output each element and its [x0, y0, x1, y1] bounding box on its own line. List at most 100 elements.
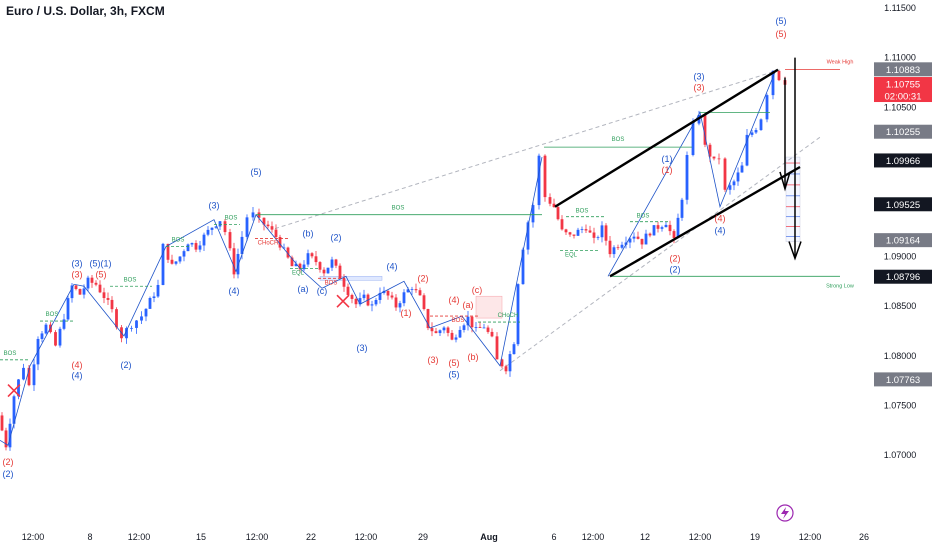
- wave-label: (c): [472, 285, 483, 295]
- wave-label: (5): [251, 167, 262, 177]
- candle-body: [548, 197, 552, 204]
- price-tag: [874, 197, 932, 212]
- wave-label: (4): [72, 371, 83, 381]
- liquidity-x-marker: [7, 384, 21, 398]
- candle-body: [198, 245, 202, 250]
- lightning-icon: [776, 504, 794, 522]
- candle-body: [438, 330, 442, 334]
- y-tick-label: 1.10500: [884, 102, 917, 112]
- wave-label: (3): [72, 258, 83, 268]
- candle-body: [712, 156, 716, 159]
- candle-body: [270, 226, 274, 230]
- candle-body: [240, 236, 244, 254]
- candle-body: [102, 292, 106, 299]
- projection-arrow-head: [788, 241, 802, 261]
- wave-label: (1): [401, 308, 412, 318]
- x-tick-label: 26: [859, 532, 869, 542]
- x-tick-label: 12:00: [246, 532, 269, 542]
- candle-body: [537, 155, 541, 206]
- dashed-trendline: [499, 136, 821, 372]
- candle-body: [462, 325, 466, 330]
- candle-body: [486, 327, 490, 332]
- wave-label: (3): [428, 355, 439, 365]
- price-tag-label: 1.09966: [886, 156, 920, 167]
- candle-body: [218, 221, 222, 227]
- candle-body: [214, 226, 218, 228]
- candle-body: [648, 233, 652, 236]
- candle-body: [521, 249, 525, 285]
- candle-body: [691, 123, 695, 156]
- wave-label: (4): [715, 226, 726, 236]
- candle-body: [322, 269, 326, 274]
- y-tick-label: 1.08500: [884, 301, 917, 311]
- wave-label: (2): [3, 457, 14, 467]
- wave-label: (2): [331, 233, 342, 243]
- structure-label: CHoCH: [258, 241, 279, 247]
- lightning-icon-bolt: [781, 507, 789, 519]
- wave-label: (a): [463, 300, 474, 310]
- x-tick-label: 12:00: [689, 532, 712, 542]
- candle-body: [140, 316, 143, 321]
- candle-body: [660, 227, 664, 229]
- candle-body: [572, 234, 576, 236]
- candle-body: [194, 243, 198, 250]
- candle-body: [490, 331, 494, 337]
- candle-body: [266, 224, 270, 227]
- price-tag: [874, 153, 932, 168]
- wave-label: (b): [468, 352, 479, 362]
- candle-body: [306, 253, 310, 265]
- candle-body: [70, 285, 74, 299]
- candle-body: [148, 298, 152, 309]
- candle-body: [410, 289, 414, 290]
- structure-label: Strong Low: [826, 283, 854, 289]
- wave-label: (2): [121, 360, 132, 370]
- structure-label: BOS: [124, 277, 137, 283]
- structure-label: BOS: [325, 280, 338, 286]
- candle-body: [500, 359, 504, 367]
- y-tick-label: 1.08000: [884, 351, 917, 361]
- wave-label: (2): [670, 264, 681, 274]
- x-tick-label: 15: [196, 532, 206, 542]
- candle-body: [314, 256, 318, 263]
- candle-body: [190, 243, 194, 245]
- candle-body: [771, 70, 775, 96]
- candle-body: [174, 261, 178, 264]
- candle-body: [262, 217, 266, 225]
- candle-body: [32, 364, 36, 386]
- candle-body: [703, 114, 707, 145]
- candle-body: [302, 264, 306, 270]
- candle-body: [426, 309, 430, 329]
- countdown-tag: [874, 89, 932, 103]
- y-tick-label: 1.09000: [884, 251, 917, 261]
- candle-body: [754, 130, 758, 133]
- dashed-trendline: [274, 69, 781, 230]
- x-tick-label: 12:00: [355, 532, 378, 542]
- candle-body: [90, 277, 94, 283]
- structure-label: BOS: [225, 216, 238, 222]
- wave-label: (2): [418, 273, 429, 283]
- x-tick-label: 12: [640, 532, 650, 542]
- candle-body: [330, 259, 334, 268]
- candle-body: [58, 328, 62, 346]
- candle-body: [564, 229, 568, 233]
- axes-layer: 1.07000 1.07500 1.08000 1.08500 1.09000 1.095…: [22, 3, 932, 542]
- x-tick-label: 8: [87, 532, 92, 542]
- candle-body: [152, 296, 156, 299]
- candle-body: [374, 299, 378, 305]
- structure-label: BOS: [46, 312, 59, 318]
- chart-title: Euro / U.S. Dollar, 3h, FXCM: [6, 4, 165, 18]
- candle-body: [454, 337, 458, 340]
- price-tag: [874, 124, 932, 139]
- candle-body: [202, 234, 206, 246]
- liquidity-x-marker: [336, 294, 350, 308]
- wave-label: (5): [776, 16, 787, 26]
- candle-body: [680, 199, 684, 218]
- candle-body: [310, 253, 314, 257]
- candle-body: [4, 430, 8, 448]
- price-tag-label: 02:00:31: [885, 92, 922, 103]
- candle-body: [354, 298, 358, 305]
- price-tag: [874, 233, 932, 248]
- y-tick-label: 1.11500: [884, 3, 916, 13]
- candle-body: [745, 134, 749, 166]
